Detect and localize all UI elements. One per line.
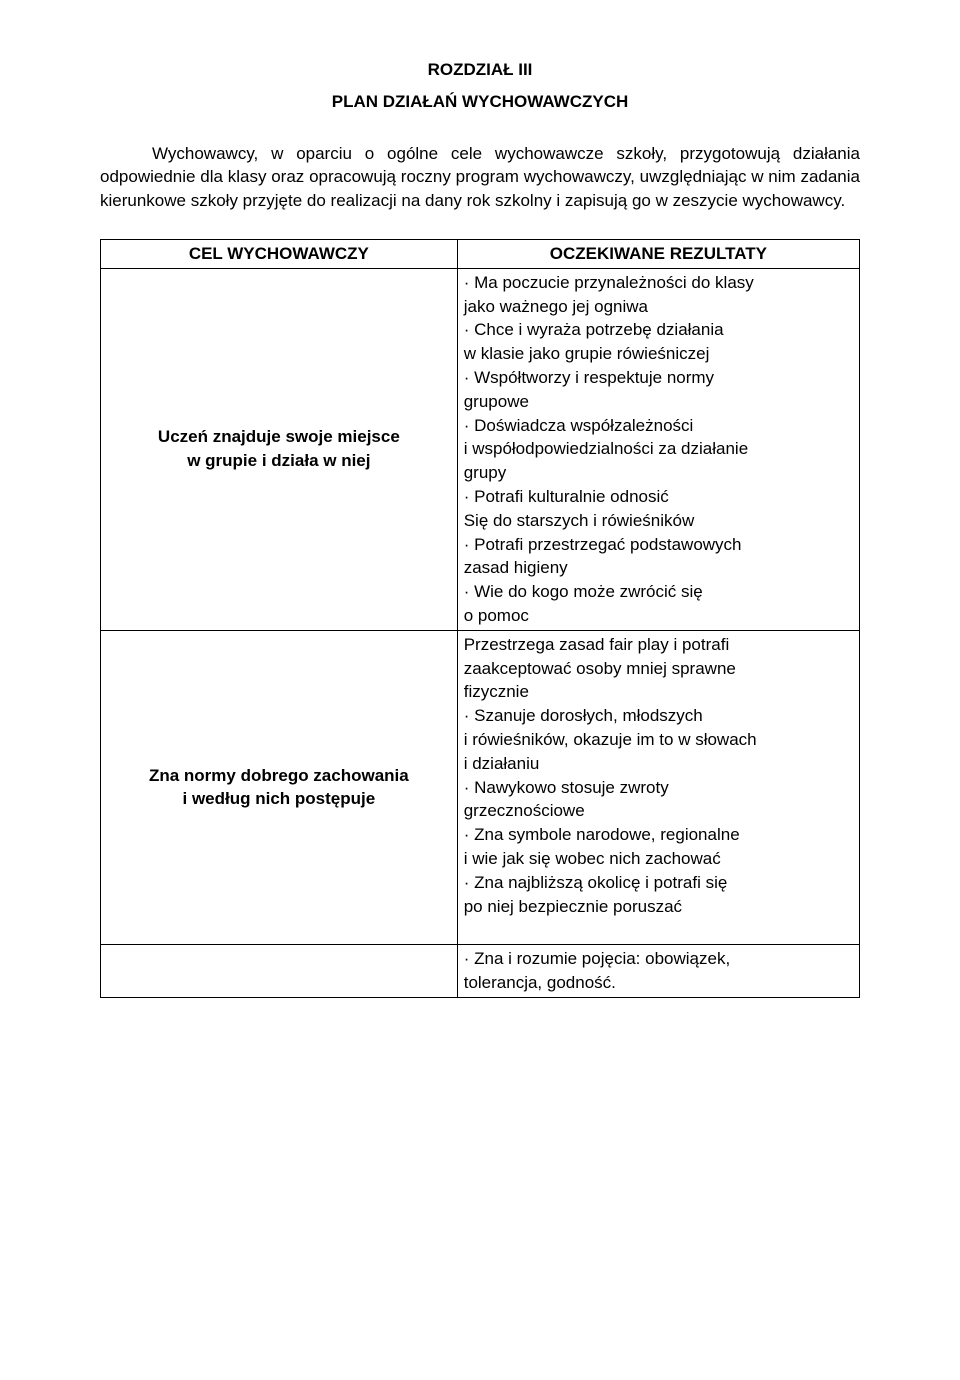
result-line: i wie jak się wobec nich zachować — [464, 849, 721, 868]
result-line: · Nawykowo stosuje zwroty — [464, 778, 669, 797]
result-line: i współodpowiedzialności za działanie — [464, 439, 748, 458]
col1-header: CEL WYCHOWAWCZY — [101, 239, 458, 268]
result-line: · Współtworzy i respektuje normy — [464, 368, 714, 387]
result-line: · Zna i rozumie pojęcia: obowiązek, — [464, 949, 730, 968]
result-line: zasad higieny — [464, 558, 568, 577]
result-line: Przestrzega zasad fair play i potrafi — [464, 635, 730, 654]
plan-subheading: PLAN DZIAŁAŃ WYCHOWAWCZYCH — [100, 90, 860, 114]
result-line: grupowe — [464, 392, 529, 411]
result-line: · Ma poczucie przynależności do klasy — [464, 273, 754, 292]
goal-1-line-2: w grupie i działa w niej — [187, 451, 370, 470]
result-line: i działaniu — [464, 754, 540, 773]
result-line: · Potrafi przestrzegać podstawowych — [464, 535, 742, 554]
table-row: Zna normy dobrego zachowania i według ni… — [101, 630, 860, 944]
result-line: po niej bezpiecznie poruszać — [464, 897, 682, 916]
result-line: · Potrafi kulturalnie odnosić — [464, 487, 669, 506]
result-line: · Zna najbliższą okolicę i potrafi się — [464, 873, 728, 892]
result-line: · Wie do kogo może zwrócić się — [464, 582, 703, 601]
goal-cell-2: Zna normy dobrego zachowania i według ni… — [101, 630, 458, 944]
result-line: tolerancja, godność. — [464, 973, 616, 992]
chapter-heading: ROZDZIAŁ III — [100, 58, 860, 82]
result-line: grzecznościowe — [464, 801, 585, 820]
goal-1-line-1: Uczeń znajduje swoje miejsce — [158, 427, 400, 446]
goal-cell-3 — [101, 945, 458, 998]
result-line: · Doświadcza współzależności — [464, 416, 694, 435]
result-line: · Szanuje dorosłych, młodszych — [464, 706, 703, 725]
result-line: Się do starszych i rówieśników — [464, 511, 695, 530]
result-line: zaakceptować osoby mniej sprawne — [464, 659, 736, 678]
result-line: · Zna symbole narodowe, regionalne — [464, 825, 740, 844]
result-cell-2: Przestrzega zasad fair play i potrafi za… — [457, 630, 859, 944]
goals-table: CEL WYCHOWAWCZY OCZEKIWANE REZULTATY Ucz… — [100, 239, 860, 998]
table-header-row: CEL WYCHOWAWCZY OCZEKIWANE REZULTATY — [101, 239, 860, 268]
result-line: o pomoc — [464, 606, 529, 625]
result-cell-1: · Ma poczucie przynależności do klasy ja… — [457, 268, 859, 630]
result-cell-3: · Zna i rozumie pojęcia: obowiązek, tole… — [457, 945, 859, 998]
result-line: · Chce i wyraża potrzebę działania — [464, 320, 724, 339]
goal-2-line-2: i według nich postępuje — [183, 789, 376, 808]
result-line: i rówieśników, okazuje im to w słowach — [464, 730, 757, 749]
table-row: · Zna i rozumie pojęcia: obowiązek, tole… — [101, 945, 860, 998]
page-container: ROZDZIAŁ III PLAN DZIAŁAŃ WYCHOWAWCZYCH … — [0, 0, 960, 1038]
intro-paragraph: Wychowawcy, w oparciu o ogólne cele wych… — [100, 142, 860, 213]
table-row: Uczeń znajduje swoje miejsce w grupie i … — [101, 268, 860, 630]
result-line: fizycznie — [464, 682, 529, 701]
goal-cell-1: Uczeń znajduje swoje miejsce w grupie i … — [101, 268, 458, 630]
col2-header: OCZEKIWANE REZULTATY — [457, 239, 859, 268]
result-line: w klasie jako grupie rówieśniczej — [464, 344, 710, 363]
result-line: jako ważnego jej ogniwa — [464, 297, 648, 316]
goal-2-line-1: Zna normy dobrego zachowania — [149, 766, 409, 785]
result-line: grupy — [464, 463, 507, 482]
